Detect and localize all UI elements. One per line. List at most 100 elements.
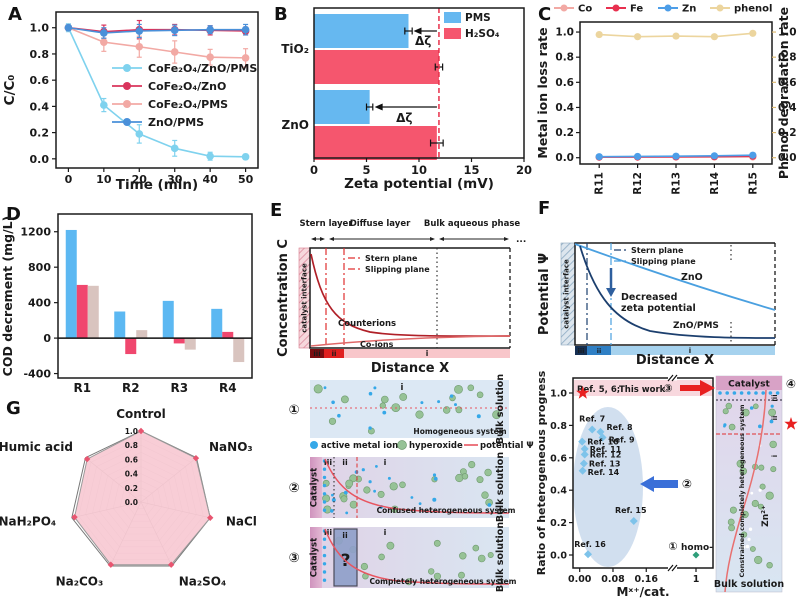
e-sys3-zone-ii: ii: [342, 531, 348, 540]
f4-zone-i: i: [771, 455, 779, 457]
svg-text:Ref. 13: Ref. 13: [589, 459, 621, 468]
svg-text:CoFe₂O₄/PMS: CoFe₂O₄/PMS: [148, 98, 228, 111]
e-sys3-bulk-label: Bulk solution: [495, 522, 506, 592]
e-sys3-catalyst-strip: [310, 527, 322, 588]
svg-text:0.4: 0.4: [555, 102, 574, 114]
svg-text:Metal ion loss rate: Metal ion loss rate: [535, 27, 550, 158]
f-zone-iii-label: iii: [578, 347, 585, 355]
series-Zn: [595, 151, 757, 161]
e-sys3-unknown-zone-box: [333, 528, 358, 587]
svg-text:R1: R1: [73, 381, 91, 395]
panel-label-d: D: [6, 204, 21, 225]
svg-text:R11: R11: [594, 172, 606, 195]
svg-text:Humic acid: Humic acid: [0, 440, 73, 454]
svg-text:40: 40: [203, 173, 219, 186]
e-sys2-caption: Confused heterogeneous system: [377, 506, 516, 515]
e-legend-ions-label: active metal ions: [321, 441, 403, 451]
f4-bulk-label: Bulk solution: [714, 579, 784, 590]
e-sys1-zone-i: i: [401, 383, 404, 393]
svg-text:R15: R15: [747, 172, 759, 195]
panel-f-heterogeneous-scatter: 0.0 0.2 0.4 0.6 0.8 1.0 0.00 0.08 0.16 1 Ref. 5, 6…: [535, 370, 715, 599]
series-ZnO/PMS: [64, 23, 250, 39]
e-sys3-number: ③: [288, 551, 299, 566]
svg-text:NaH₂PO₄: NaH₂PO₄: [0, 515, 56, 529]
svg-text:phenol: phenol: [734, 4, 772, 15]
svg-text:NaCl: NaCl: [226, 515, 257, 529]
svg-text:-400: -400: [23, 368, 51, 381]
svg-text:1.0: 1.0: [30, 22, 50, 35]
f-ylabel: Potential Ψ: [537, 253, 552, 335]
e-sys2-bulk-label: Bulk solution: [495, 452, 506, 522]
svg-text:0.2: 0.2: [555, 127, 574, 139]
svg-text:0.8: 0.8: [778, 52, 797, 64]
svg-text:Na₂CO₃: Na₂CO₃: [56, 574, 104, 588]
e-sys1-caption: Homogeneous system: [413, 427, 506, 436]
e-region-ellipsis: ...: [516, 235, 526, 245]
svg-text:③: ③: [663, 382, 672, 395]
f4-number: ④: [786, 377, 796, 391]
svg-text:0.2: 0.2: [125, 484, 138, 493]
f-decrease-arrow-head: [606, 288, 616, 297]
svg-text:0.4: 0.4: [778, 102, 797, 114]
panel-label-e: E: [270, 200, 283, 221]
svg-text:0.6: 0.6: [30, 74, 50, 87]
e-sys2-catalyst-strip: [310, 457, 322, 518]
e-ylabel: Concentration C: [276, 239, 291, 357]
panel-label-c: C: [538, 4, 552, 25]
e-sys2-zone-iii: iii: [324, 458, 332, 467]
e-sys3-catalyst-label: Catalyst: [310, 538, 320, 577]
f-legend-slipping-label: Slipping plane: [631, 257, 696, 266]
e-sys1-box: [310, 380, 509, 438]
f4-caption: Constrained completely heterogeneous sys…: [738, 404, 746, 577]
svg-text:0.8: 0.8: [550, 421, 567, 432]
e-sys1-number: ①: [288, 403, 299, 418]
svg-text:15: 15: [463, 163, 479, 177]
e-sys3-caption: Completely heterogeneous system: [370, 577, 517, 586]
e-zone-i-strip: [344, 349, 510, 358]
panel-label-b: B: [274, 4, 288, 25]
e-interface-label: catalyst interface: [301, 263, 309, 333]
f-legend-stern-label: Stern plane: [631, 246, 684, 255]
svg-text:Ref. 11: Ref. 11: [590, 445, 622, 454]
f4-catalyst-label: Catalyst: [728, 380, 770, 390]
svg-text:Ref. 10: Ref. 10: [587, 438, 619, 447]
e-legend-stern-label: Stern plane: [365, 254, 418, 263]
svg-text:Mˣ⁺/cat.: Mˣ⁺/cat.: [616, 585, 669, 599]
svg-text:Na₂SO₄: Na₂SO₄: [179, 574, 227, 588]
svg-text:Co: Co: [578, 4, 592, 15]
f-zone-ii-strip: [587, 346, 611, 355]
svg-text:0.4: 0.4: [125, 470, 138, 479]
e-zone-i-label: i: [426, 349, 429, 358]
svg-text:1200: 1200: [20, 226, 51, 239]
f4-this-work-star-icon: [784, 417, 798, 430]
f-zno-curve: [574, 243, 776, 311]
e-sys3-potential-curve: [324, 528, 510, 585]
e-legend-slipping-label: Slipping plane: [365, 265, 430, 274]
svg-text:0.08: 0.08: [601, 574, 625, 585]
svg-text:0.00: 0.00: [568, 574, 592, 585]
f-zone-i-label: i: [689, 347, 691, 355]
svg-text:1.0: 1.0: [555, 27, 574, 39]
panel-d-cod-bar-chart: -400 0 400 800 1200 R1 R2 R3 R4 COD decrement (mg…: [0, 213, 253, 395]
svg-text:0: 0: [310, 163, 318, 177]
svg-text:Ref. 7: Ref. 7: [579, 414, 605, 423]
active-metal-ion-icon: [310, 441, 318, 449]
svg-text:R12: R12: [632, 172, 644, 195]
e-sys3-zone-i: i: [384, 528, 387, 537]
svg-text:CoFe₂O₄/ZnO/PMS: CoFe₂O₄/ZnO/PMS: [148, 62, 257, 75]
f-annotation-line2: zeta potential: [621, 303, 696, 314]
svg-text:NaNO₃: NaNO₃: [209, 440, 253, 454]
f-zone-iii-strip: [575, 346, 587, 355]
svg-text:Ref. 8: Ref. 8: [607, 423, 633, 432]
svg-text:400: 400: [28, 297, 51, 310]
svg-text:Zn: Zn: [682, 4, 696, 15]
panel-a-degradation-line-chart: 0 10 20 30 40 50 0.0 0.2 0.4 0.6 0.8 1.0 CoFe₂O₄/ZnO…: [2, 11, 259, 193]
svg-text:Ref. 9: Ref. 9: [609, 436, 635, 445]
svg-text:0.2: 0.2: [30, 127, 50, 140]
f-zone-i-strip: [611, 346, 775, 355]
svg-text:0.4: 0.4: [30, 100, 50, 113]
svg-text:5: 5: [362, 163, 370, 177]
e-coions-curve: [310, 335, 511, 347]
panel-f-constrained-system-strip: Catalyst ④ iii ii i Constrained complete…: [714, 375, 798, 593]
